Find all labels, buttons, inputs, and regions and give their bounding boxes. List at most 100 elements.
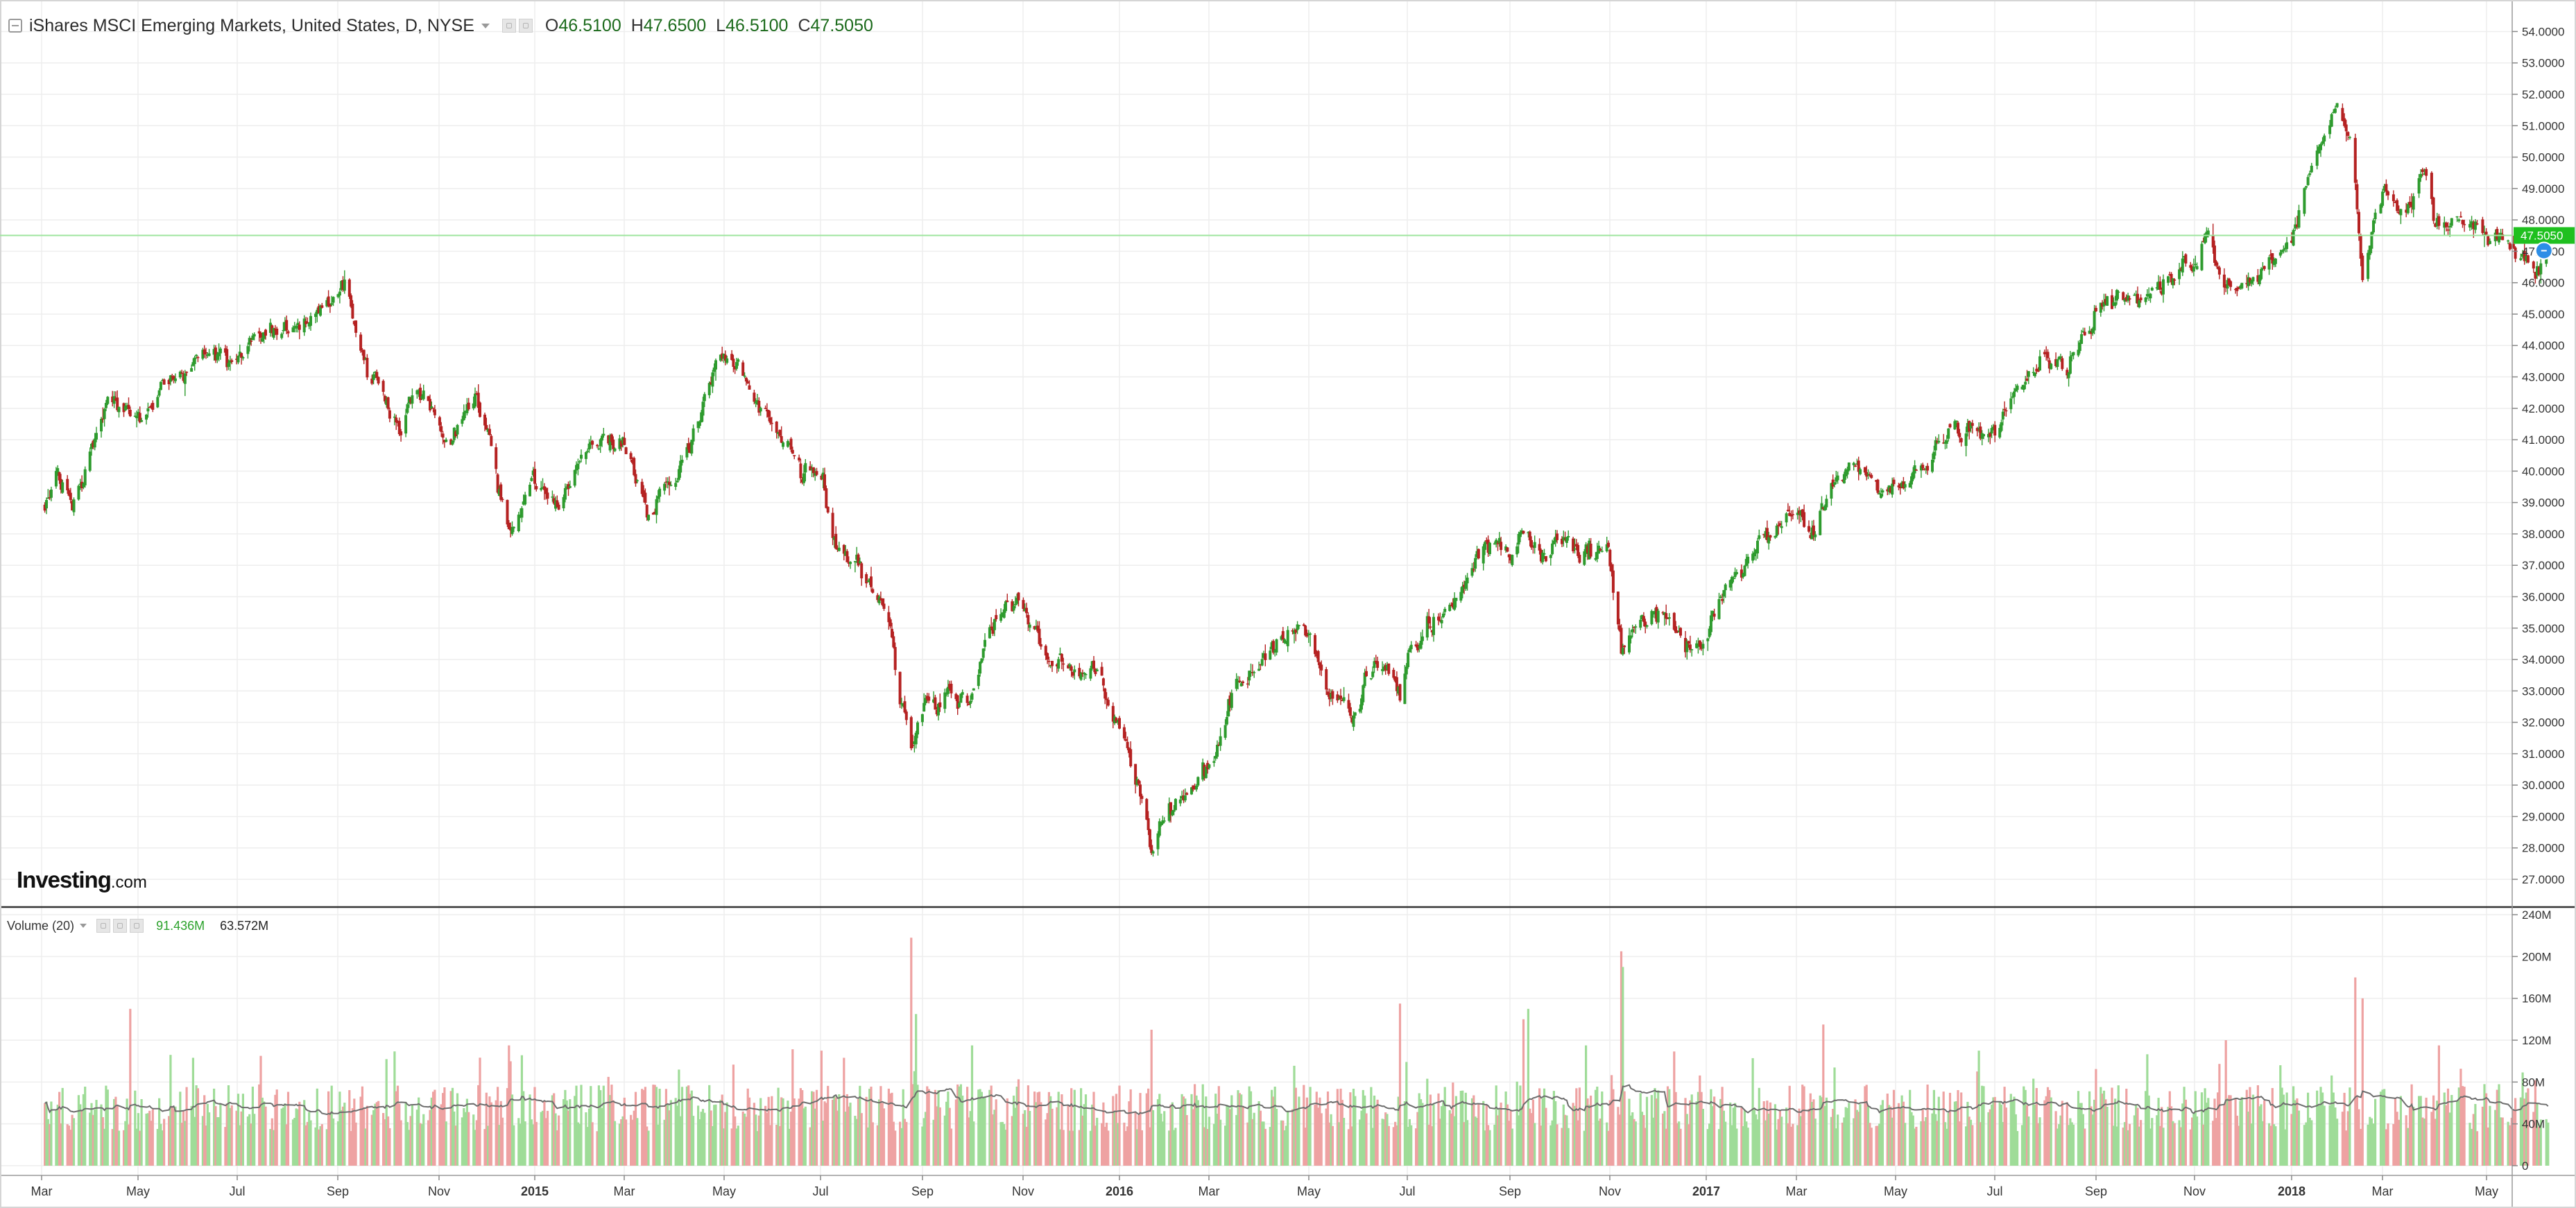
candle-body (644, 492, 647, 503)
candle-body (1500, 542, 1503, 551)
volume-bar (954, 1099, 957, 1166)
volume-bar (1182, 1096, 1185, 1166)
candle-body (225, 349, 229, 368)
legend-header: iShares MSCI Emerging Markets, United St… (8, 14, 873, 37)
volume-bar (2483, 1084, 2486, 1166)
volume-bar (316, 1088, 318, 1166)
candle-body (1989, 433, 1992, 437)
volume-bar (787, 1101, 789, 1166)
candle-body (218, 348, 222, 354)
candle-body (723, 354, 727, 361)
volume-bar (308, 1112, 311, 1166)
candle-body (58, 472, 61, 481)
candle-body (1863, 467, 1866, 473)
candle-body (362, 350, 366, 361)
volume-bar (49, 1123, 51, 1166)
candle-body (1418, 646, 1421, 648)
candle-body (2036, 368, 2040, 372)
candle-body (871, 589, 875, 593)
volume-bar (778, 1125, 781, 1166)
volume-bar (838, 1094, 841, 1166)
visibility-icon[interactable] (96, 919, 111, 933)
candle-body (677, 469, 680, 480)
volume-bar (613, 1121, 617, 1166)
close-icon[interactable] (130, 919, 144, 933)
volume-tick-label: 0 (2522, 1159, 2528, 1173)
volume-bar (1464, 1092, 1467, 1166)
symbol-title[interactable]: iShares MSCI Emerging Markets, United St… (29, 15, 474, 35)
candle-body (1497, 537, 1501, 544)
volume-bar (780, 1097, 783, 1166)
candle-body (2430, 173, 2433, 199)
volume-bar (2263, 1101, 2266, 1166)
volume-bar (2149, 1128, 2152, 1166)
collapse-icon[interactable] (8, 19, 22, 33)
candle-body (1212, 761, 1216, 763)
volume-bar (1780, 1116, 1783, 1166)
volume-bar (499, 1101, 502, 1166)
candle-body (866, 580, 870, 582)
volume-bar (544, 1118, 547, 1166)
candle-body (123, 406, 127, 411)
candle-body (427, 396, 430, 402)
volume-bar (398, 1103, 401, 1166)
volume-bar (1375, 1106, 1377, 1166)
volume-bar (66, 1124, 69, 1166)
candle-body (1463, 585, 1466, 587)
volume-bar (1253, 1112, 1255, 1166)
volume-bar (1194, 1084, 1196, 1166)
volume-bar (474, 1130, 476, 1166)
candle-body (417, 390, 420, 392)
grid (0, 0, 2512, 1175)
volume-bar (89, 1112, 92, 1166)
settings-icon[interactable] (113, 919, 128, 933)
volume-bar (453, 1111, 456, 1166)
volume-bar (180, 1123, 183, 1166)
candle-body (1957, 422, 1959, 434)
candle-body (1081, 673, 1084, 674)
volume-bar (601, 1107, 603, 1166)
candle-body (1623, 645, 1626, 648)
price-tick-label: 35.0000 (2522, 622, 2564, 635)
volume-indicator-label[interactable]: Volume (20) (7, 918, 75, 933)
volume-bar (1878, 1123, 1881, 1166)
candle-body (2099, 302, 2102, 313)
volume-bar (1235, 1114, 1238, 1166)
volume-bar (2183, 1087, 2186, 1166)
candle-body (1488, 542, 1491, 554)
candle-body (2115, 290, 2118, 301)
visibility-icon[interactable] (501, 19, 516, 33)
volume-bar (2481, 1106, 2484, 1166)
volume-bar (1657, 1090, 1660, 1166)
candle-body (668, 482, 671, 485)
time-tick-label: Mar (2372, 1184, 2394, 1198)
chevron-down-icon[interactable] (80, 924, 87, 928)
candle-body (1767, 537, 1771, 544)
volume-bar (2387, 1123, 2389, 1166)
volume-bar (575, 1085, 578, 1166)
candle-body (185, 372, 189, 373)
candle-body (161, 380, 164, 381)
candle-body (1371, 671, 1375, 678)
candle-body (419, 388, 422, 400)
volume-bar (977, 1089, 980, 1166)
volume-bar (1126, 1126, 1129, 1166)
volume-bar (2079, 1103, 2081, 1166)
chevron-down-icon[interactable] (481, 23, 490, 28)
candle-body (1405, 666, 1408, 675)
volume-bar (1415, 1128, 1418, 1166)
candle-body (2459, 216, 2462, 218)
settings-icon[interactable] (518, 19, 533, 33)
candle-body (1953, 421, 1957, 430)
volume-bar (972, 1121, 975, 1166)
volume-bar (432, 1091, 435, 1166)
candle-body (1661, 612, 1665, 614)
volume-bar (1695, 1101, 1698, 1166)
volume-bar (1387, 1125, 1390, 1166)
volume-bar (902, 1089, 904, 1166)
volume-bar (932, 1119, 935, 1166)
candle-body (2178, 269, 2181, 279)
volume-bar (1864, 1086, 1866, 1166)
volume-bar (1931, 1113, 1934, 1166)
